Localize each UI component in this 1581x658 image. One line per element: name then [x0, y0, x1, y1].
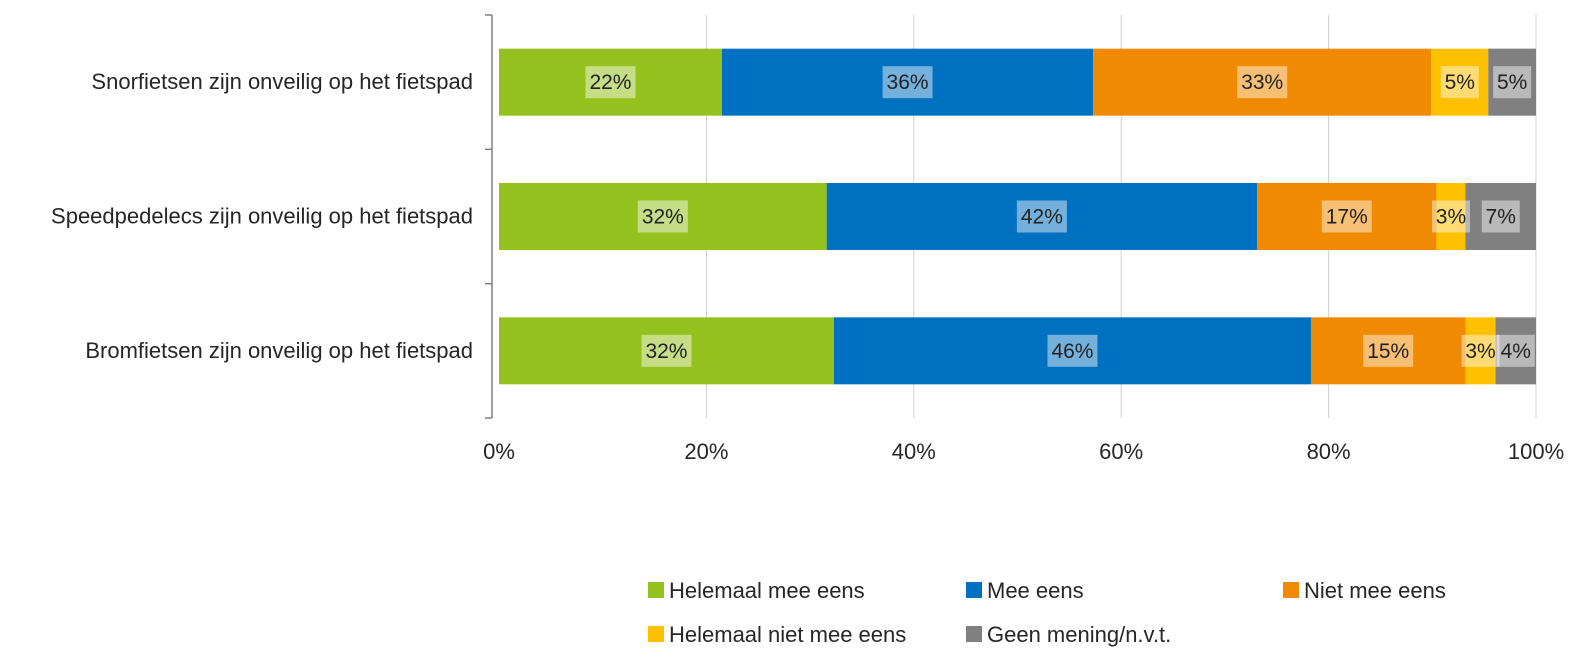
axes: Snorfietsen zijn onveilig op het fietspa… — [51, 14, 1564, 464]
x-tick-label: 100% — [1508, 439, 1564, 464]
bar-segment — [1465, 317, 1496, 385]
data-label-box — [1440, 66, 1479, 99]
data-label: 5% — [1445, 71, 1475, 94]
bar-segment — [499, 183, 827, 250]
data-label: 17% — [1326, 206, 1368, 229]
data-label-box — [637, 200, 688, 233]
data-label: 7% — [1486, 206, 1516, 229]
legend-label: Niet mee eens — [1304, 578, 1446, 603]
data-label: 3% — [1465, 340, 1495, 363]
data-label: 46% — [1051, 340, 1093, 363]
legend-label: Mee eens — [987, 578, 1084, 603]
bar-segment — [1093, 48, 1432, 116]
bar-segment — [1257, 183, 1437, 250]
data-label-box — [641, 334, 692, 367]
data-label-box — [1461, 334, 1500, 367]
legend-item: Geen mening/n.v.t. — [966, 622, 1171, 647]
data-label-box — [1047, 334, 1098, 367]
bar-segment — [499, 317, 834, 385]
data-label-box — [882, 66, 933, 99]
data-label-box — [1496, 334, 1535, 367]
legend-swatch — [966, 626, 982, 642]
bar-segment — [499, 48, 722, 116]
legend-label: Helemaal mee eens — [669, 578, 865, 603]
data-label: 15% — [1367, 340, 1409, 363]
bar-segment — [1488, 48, 1536, 116]
legend-swatch — [648, 626, 664, 642]
bar-segment — [1310, 317, 1466, 385]
data-label: 42% — [1021, 206, 1063, 229]
data-label: 32% — [645, 340, 687, 363]
x-tick-label: 40% — [892, 439, 936, 464]
data-label-box — [1363, 334, 1414, 367]
legend-item: Helemaal niet mee eens — [648, 622, 906, 647]
legend-item: Mee eens — [966, 578, 1084, 603]
bar-segment — [833, 317, 1311, 385]
data-label: 3% — [1436, 206, 1466, 229]
legend: Helemaal mee eens Mee eens Niet mee eens He… — [648, 578, 1446, 647]
data-label: 4% — [1501, 340, 1531, 363]
x-tick-label: 60% — [1099, 439, 1143, 464]
bars — [499, 48, 1536, 385]
data-label: 36% — [887, 71, 929, 94]
legend-item: Helemaal mee eens — [648, 578, 865, 603]
bar-segment — [1436, 183, 1466, 250]
x-tick-label: 20% — [684, 439, 728, 464]
category-label: Bromfietsen zijn onveilig op het fietspa… — [85, 338, 473, 363]
data-label-box — [1431, 200, 1470, 233]
legend-swatch — [648, 582, 664, 598]
data-label-box — [1493, 66, 1532, 99]
bar-segment — [721, 48, 1094, 116]
legend-item: Niet mee eens — [1283, 578, 1446, 603]
bar-segment — [1465, 183, 1536, 250]
legend-swatch — [1283, 582, 1299, 598]
x-tick-label: 0% — [483, 439, 515, 464]
data-label-box — [1481, 200, 1520, 233]
bar-segment — [826, 183, 1258, 250]
category-label: Snorfietsen zijn onveilig op het fietspa… — [91, 69, 473, 94]
bar-segment — [1431, 48, 1489, 116]
data-label: 33% — [1241, 71, 1283, 94]
bar-segment — [1495, 317, 1536, 385]
legend-label: Geen mening/n.v.t. — [987, 622, 1171, 647]
data-label: 32% — [642, 206, 684, 229]
data-label-box — [1016, 200, 1067, 233]
legend-label: Helemaal niet mee eens — [669, 622, 906, 647]
data-label: 5% — [1497, 71, 1527, 94]
data-label-box — [585, 66, 636, 99]
x-tick-label: 80% — [1307, 439, 1351, 464]
category-label: Speedpedelecs zijn onveilig op het fiets… — [51, 204, 473, 229]
legend-swatch — [966, 582, 982, 598]
data-labels: 22% 36% 33% 5% 5% 32% 42% 17% 3% 7% 32% 46% 15% 3% 4% — [585, 66, 1535, 367]
data-label-box — [1237, 66, 1288, 99]
data-label-box — [1321, 200, 1372, 233]
data-label: 22% — [589, 71, 631, 94]
